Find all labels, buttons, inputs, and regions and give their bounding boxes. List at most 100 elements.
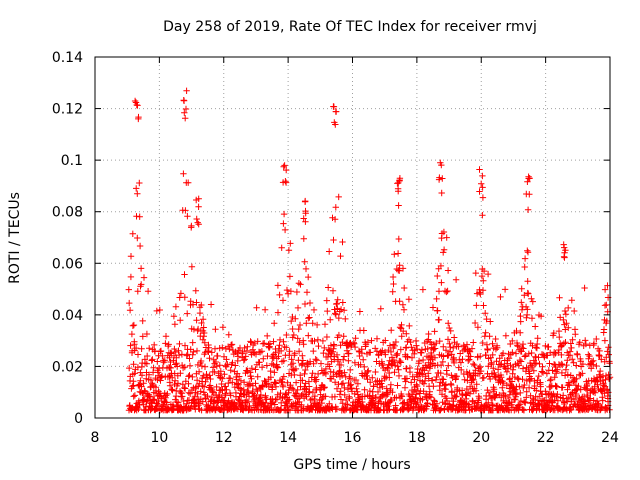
data-point <box>407 338 414 346</box>
data-point <box>276 336 284 344</box>
data-point <box>158 374 165 381</box>
data-point <box>311 337 318 345</box>
data-point <box>131 341 138 348</box>
data-point <box>528 349 535 357</box>
data-point <box>394 250 402 257</box>
data-point <box>532 344 540 351</box>
data-point <box>200 383 208 390</box>
data-point <box>346 395 353 402</box>
data-point <box>281 162 288 169</box>
data-point <box>299 357 307 364</box>
y-tick-label: 0.1 <box>61 153 83 169</box>
data-point <box>414 373 422 380</box>
data-point <box>330 103 337 110</box>
data-point <box>354 380 362 387</box>
data-point <box>488 401 496 408</box>
data-point <box>590 340 598 347</box>
data-point <box>175 399 182 406</box>
data-point <box>331 393 339 400</box>
data-point <box>520 384 527 392</box>
data-point <box>276 291 283 299</box>
data-point <box>372 368 379 376</box>
data-point <box>440 376 447 383</box>
data-point <box>518 285 525 292</box>
data-point <box>576 339 583 346</box>
data-point <box>435 316 443 323</box>
data-point <box>411 350 418 358</box>
data-point <box>280 338 287 345</box>
y-tick-label: 0.12 <box>52 102 83 118</box>
data-point <box>317 360 325 367</box>
data-point <box>487 375 494 383</box>
data-point <box>331 216 339 223</box>
data-point <box>419 286 427 293</box>
data-point <box>547 376 555 383</box>
data-point <box>313 321 321 329</box>
data-point <box>307 396 314 404</box>
data-point <box>292 315 299 322</box>
data-point <box>276 342 283 349</box>
data-point <box>384 407 392 414</box>
data-point <box>399 301 407 308</box>
data-point <box>476 166 483 173</box>
data-point <box>151 396 158 403</box>
data-point <box>271 401 278 408</box>
data-point <box>287 288 295 295</box>
data-point <box>284 397 292 405</box>
data-point <box>134 351 142 358</box>
data-point <box>279 383 287 390</box>
data-point <box>210 398 217 405</box>
data-point <box>279 179 287 186</box>
data-point <box>278 244 285 251</box>
data-point <box>396 267 403 274</box>
data-point <box>444 336 452 343</box>
data-point <box>479 212 486 219</box>
data-point <box>523 314 530 321</box>
data-point <box>300 235 307 242</box>
data-point <box>141 359 149 367</box>
data-point <box>499 350 507 357</box>
data-point <box>181 109 188 116</box>
data-point <box>479 184 486 191</box>
data-point <box>434 307 441 314</box>
data-point <box>186 355 193 362</box>
data-point <box>158 372 166 380</box>
data-point <box>519 365 527 372</box>
data-point <box>378 360 386 367</box>
data-point <box>543 370 551 377</box>
data-point <box>534 340 541 348</box>
data-point <box>248 365 256 372</box>
data-point <box>296 339 303 346</box>
data-point <box>364 376 371 383</box>
data-point <box>435 176 443 183</box>
data-point <box>601 286 609 293</box>
data-point <box>374 388 382 396</box>
data-point <box>126 307 134 314</box>
data-point <box>279 297 287 304</box>
data-point <box>525 350 532 357</box>
data-point <box>168 386 175 393</box>
data-point <box>258 348 266 355</box>
data-point <box>492 346 500 353</box>
data-point <box>440 246 448 253</box>
data-point <box>477 290 484 298</box>
data-point <box>448 395 456 402</box>
data-point <box>600 326 608 333</box>
data-point <box>174 380 182 387</box>
data-point <box>183 400 190 407</box>
data-point <box>397 346 404 353</box>
data-point <box>181 385 189 392</box>
data-point <box>147 376 155 384</box>
y-tick-label: 0.14 <box>52 50 83 66</box>
data-point <box>522 398 529 406</box>
data-point <box>524 247 531 254</box>
data-point <box>342 396 350 404</box>
data-point <box>198 362 206 370</box>
data-point <box>299 352 306 359</box>
data-point <box>283 286 291 294</box>
data-point <box>287 240 294 247</box>
data-point <box>537 383 544 390</box>
data-point <box>340 356 347 363</box>
data-point <box>398 393 406 400</box>
data-point <box>129 322 137 329</box>
